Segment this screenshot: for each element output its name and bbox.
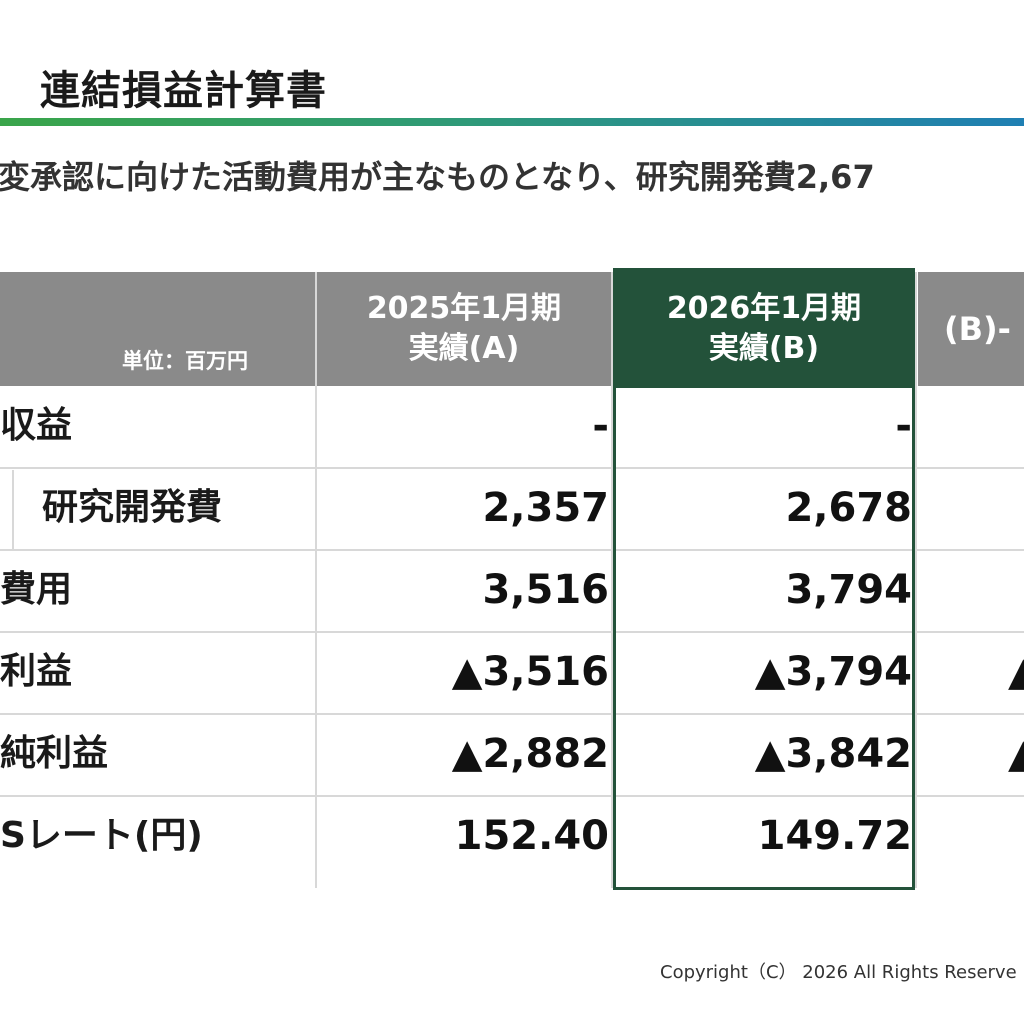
cell-fx-rate-diff <box>1008 796 1024 876</box>
header-difference-label: (B)- <box>944 310 1011 348</box>
row-divider <box>0 713 1024 715</box>
row-label-net-profit: 純利益 <box>0 733 109 774</box>
cell-rnd-fy2025: 2,357 <box>482 485 609 531</box>
header-fy2026-period: 2026年1月期 <box>666 291 862 326</box>
row-label-profit: 利益 <box>0 651 73 692</box>
row-label-expenses: 費用 <box>0 569 73 610</box>
cell-fx-rate-fy2026: 149.72 <box>757 813 912 859</box>
row-divider <box>0 467 1024 469</box>
indent-divider <box>12 470 14 549</box>
summary-text: ･変承認に向けた活動費用が主なものとなり、研究開発費2,67 <box>0 158 875 196</box>
row-divider <box>0 795 1024 797</box>
page-title: 連結損益計算書 <box>40 68 327 114</box>
header-fy2025: 2025年1月期 実績(A) <box>317 272 611 386</box>
cell-expenses-diff <box>1008 550 1024 630</box>
column-divider <box>611 272 613 888</box>
copyright-footer: Copyright（C） 2026 All Rights Reserve <box>660 962 1017 983</box>
header-difference: (B)- <box>918 272 1024 386</box>
column-divider <box>315 272 317 888</box>
cell-fx-rate-fy2025: 152.40 <box>454 813 609 859</box>
unit-label: 単位：百万円 <box>122 349 248 373</box>
row-label-rnd: 研究開発費 <box>42 487 223 528</box>
cell-expenses-fy2025: 3,516 <box>482 567 609 613</box>
header-label-cell <box>0 272 315 386</box>
cell-profit-fy2026: ▲3,794 <box>754 649 912 695</box>
row-divider <box>0 631 1024 633</box>
cell-net-profit-fy2026: ▲3,842 <box>754 731 912 777</box>
header-fy2026-type: 実績(B) <box>708 331 820 366</box>
cell-expenses-fy2026: 3,794 <box>785 567 912 613</box>
cell-rnd-diff <box>1008 468 1024 548</box>
cell-revenue-fy2025: - <box>592 403 609 449</box>
cell-profit-fy2025: ▲3,516 <box>451 649 609 695</box>
title-gradient-rule <box>0 118 1024 126</box>
cell-profit-diff: ▲ <box>1008 649 1024 695</box>
header-fy2025-type: 実績(A) <box>408 331 520 366</box>
row-label-revenue: 収益 <box>0 405 73 446</box>
cell-revenue-diff <box>1008 386 1024 466</box>
column-divider <box>915 272 917 888</box>
cell-revenue-fy2026: - <box>895 403 912 449</box>
cell-rnd-fy2026: 2,678 <box>785 485 912 531</box>
row-divider <box>0 549 1024 551</box>
header-fy2026: 2026年1月期 実績(B) <box>614 270 914 388</box>
cell-net-profit-diff: ▲ <box>1008 731 1024 777</box>
row-label-fx-rate: Sレート(円) <box>0 815 203 856</box>
cell-net-profit-fy2025: ▲2,882 <box>451 731 609 777</box>
header-fy2025-period: 2025年1月期 <box>366 291 562 326</box>
